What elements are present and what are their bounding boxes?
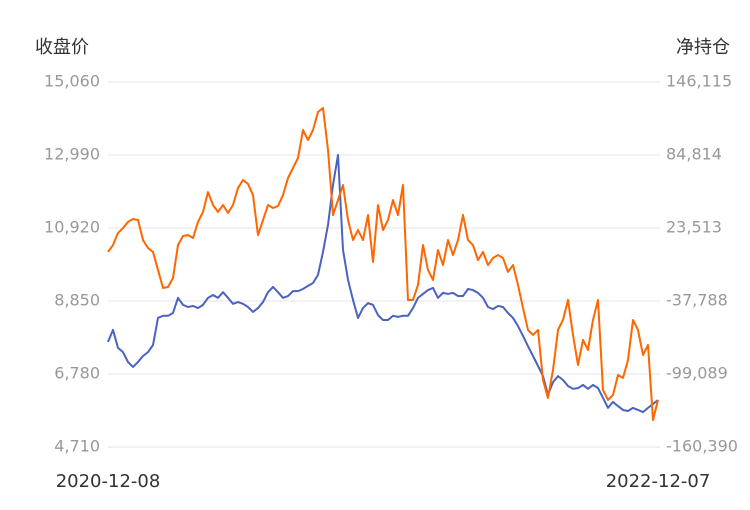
- series-line: [107, 106, 659, 421]
- y-tick-label: 10,920: [44, 218, 100, 237]
- y-tick-label: 8,850: [54, 291, 100, 310]
- y2-tick-label: 146,115: [666, 72, 732, 91]
- y-axis-title: 收盘价: [35, 37, 89, 58]
- y2-tick-label: -160,390: [666, 437, 738, 456]
- y2-tick-label: -99,089: [666, 364, 728, 383]
- y-tick-label: 4,710: [54, 437, 100, 456]
- y-tick-label: 15,060: [44, 72, 100, 91]
- series-line: [107, 154, 659, 414]
- x-tick-label: 2020-12-08: [56, 471, 161, 492]
- y-tick-label: 12,990: [44, 145, 100, 164]
- y2-axis-title: 净持仓: [676, 37, 730, 58]
- y2-tick-label: 23,513: [666, 218, 722, 237]
- y-tick-label: 6,780: [54, 364, 100, 383]
- x-tick-label: 2022-12-07: [606, 471, 711, 492]
- y2-tick-label: 84,814: [666, 145, 722, 164]
- y2-tick-label: -37,788: [666, 291, 728, 310]
